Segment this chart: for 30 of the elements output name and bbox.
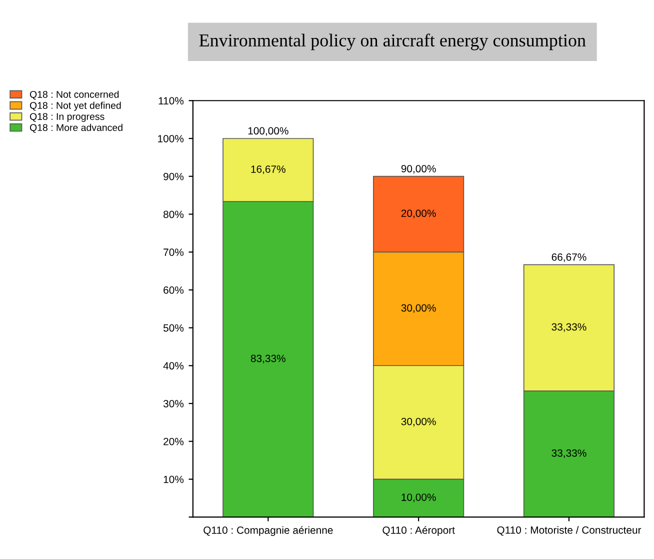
legend-label: Q18 : More advanced xyxy=(30,124,122,133)
data-label: 30,00% xyxy=(401,418,436,426)
chart-title: Environmental policy on aircraft energy consumption xyxy=(199,34,586,50)
y-tick-label: 30% xyxy=(163,400,184,408)
data-label: 16,67% xyxy=(251,165,286,174)
y-tick-label: 20% xyxy=(164,438,184,446)
y-tick-label: 50% xyxy=(163,324,184,332)
data-label: 10,00% xyxy=(402,494,436,502)
y-tick-label: 10% xyxy=(164,476,184,484)
x-tick-label: Q110 : Motoriste / Constructeur xyxy=(497,526,642,536)
y-tick-label: 100% xyxy=(158,134,184,142)
total-label: 90,00% xyxy=(401,165,436,174)
y-tick-label: 110% xyxy=(158,97,184,104)
data-label: 33,33% xyxy=(552,449,586,458)
y-tick-label: 60% xyxy=(164,286,184,294)
legend-label: Q18 : Not yet defined xyxy=(30,102,121,111)
x-tick-label: Q110 : Aéroport xyxy=(382,526,455,536)
data-label: 33,33% xyxy=(552,323,586,332)
data-label: 83,33% xyxy=(250,354,286,364)
data-label: 30,00% xyxy=(401,304,436,313)
total-label: 66,67% xyxy=(552,253,586,262)
legend-label: Q18 : Not concerned xyxy=(30,90,119,100)
y-tick-label: 40% xyxy=(163,362,184,370)
y-tick-label: 80% xyxy=(164,210,184,218)
legend-label: Q18 : In progress xyxy=(30,113,104,122)
data-label: 20,00% xyxy=(401,210,436,218)
y-tick-label: 90% xyxy=(164,172,184,180)
total-label: 100,00% xyxy=(248,127,288,136)
x-tick-label: Q110 : Compagnie aérienne xyxy=(204,526,333,536)
y-tick-label: 70% xyxy=(164,248,184,256)
